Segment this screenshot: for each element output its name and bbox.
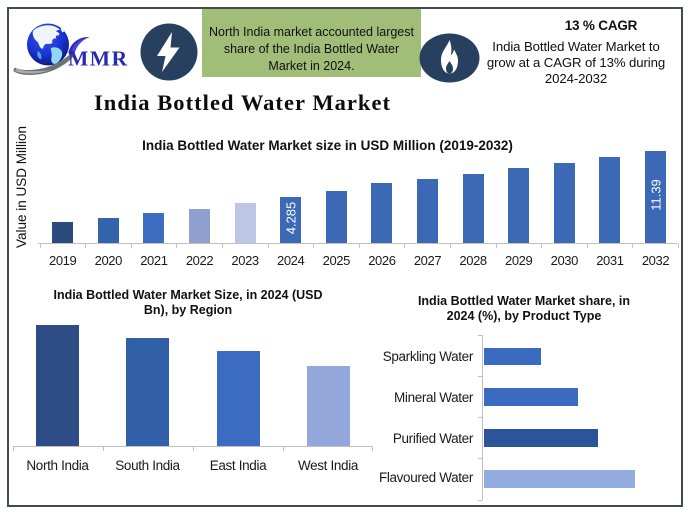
svg-text:MMR: MMR <box>68 47 129 71</box>
